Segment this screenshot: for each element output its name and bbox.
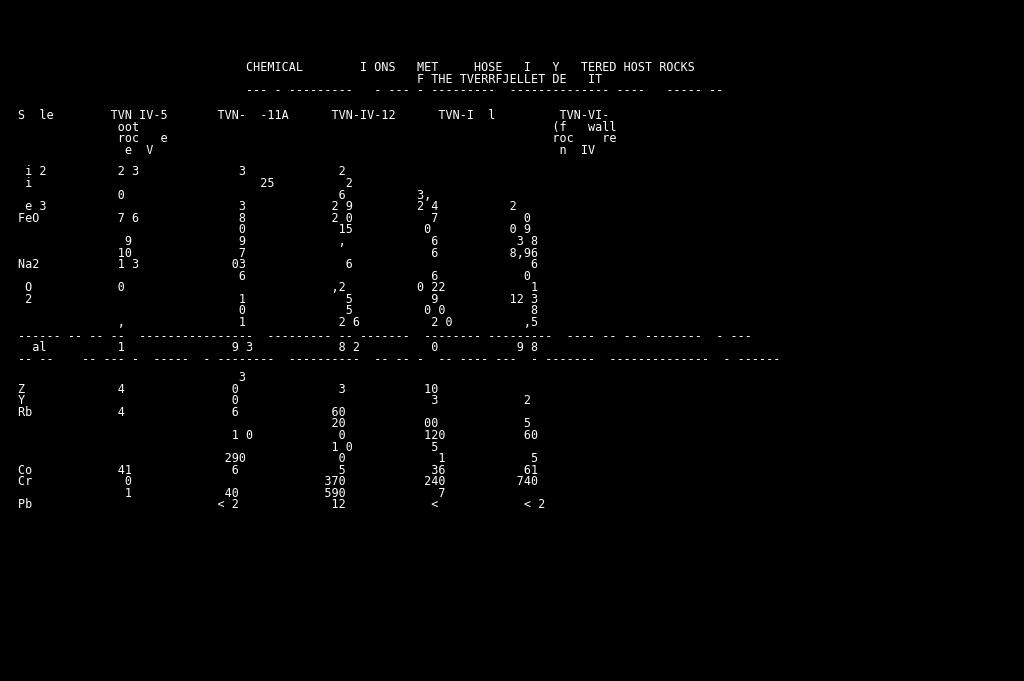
Text: 3: 3 — [18, 371, 247, 384]
Text: Cr             0                           370           240          740: Cr 0 370 240 740 — [18, 475, 539, 488]
Text: 0              5          0 0            8: 0 5 0 0 8 — [18, 304, 539, 317]
Text: --- - ---------   - --- - ---------  -------------- ----   ----- --: --- - --------- - --- - --------- ------… — [246, 84, 723, 97]
Text: e 3                           3            2 9         2 4          2: e 3 3 2 9 2 4 2 — [18, 200, 517, 213]
Text: 10               7                          6          8,96: 10 7 6 8,96 — [18, 247, 539, 259]
Text: 1             40            590             7: 1 40 590 7 — [18, 487, 445, 500]
Text: Co            41              6              5            36           61: Co 41 6 5 36 61 — [18, 464, 539, 477]
Text: 6                          6            0: 6 6 0 — [18, 270, 531, 283]
Text: Pb                          < 2             12            <            < 2: Pb < 2 12 < < 2 — [18, 498, 546, 511]
Text: i 2          2 3              3             2: i 2 2 3 3 2 — [18, 165, 346, 178]
Text: S  le        TVN IV-5       TVN-  -11A      TVN-IV-12      TVN-I  l         TVN-: S le TVN IV-5 TVN- -11A TVN-IV-12 TVN-I … — [18, 109, 610, 122]
Text: 1 0           5: 1 0 5 — [18, 441, 439, 454]
Text: O            0                             ,2          0 22            1: O 0 ,2 0 22 1 — [18, 281, 539, 294]
Text: ,                1             2 6          2 0          ,5: , 1 2 6 2 0 ,5 — [18, 316, 539, 329]
Text: -- --    -- --- -  -----  - --------  ----------  -- -- -  -- ---- ---  - ------: -- -- -- --- - ----- - -------- --------… — [18, 353, 781, 366]
Text: 0                              6          3,: 0 6 3, — [18, 189, 432, 202]
Text: al          1               9 3            8 2          0           9 8: al 1 9 3 8 2 0 9 8 — [18, 341, 539, 354]
Text: Rb            4               6             60: Rb 4 6 60 — [18, 406, 346, 419]
Text: i                                25          2: i 25 2 — [18, 177, 353, 190]
Text: Z             4               0              3           10: Z 4 0 3 10 — [18, 383, 439, 396]
Text: roc   e                                                      roc    re: roc e roc re — [18, 132, 616, 145]
Text: CHEMICAL        I ONS   MET     HOSE   I   Y   TERED HOST ROCKS: CHEMICAL I ONS MET HOSE I Y TERED HOST R… — [246, 61, 694, 74]
Text: e  V                                                         n  IV: e V n IV — [18, 144, 596, 157]
Text: 0             15          0           0 9: 0 15 0 0 9 — [18, 223, 531, 236]
Text: 9               9             ,            6           3 8: 9 9 , 6 3 8 — [18, 235, 539, 248]
Text: FeO           7 6              8            2 0           7            0: FeO 7 6 8 2 0 7 0 — [18, 212, 531, 225]
Text: 1 0            0           120           60: 1 0 0 120 60 — [18, 429, 539, 442]
Text: 2                             1              5           9          12 3: 2 1 5 9 12 3 — [18, 293, 539, 306]
Text: Y                             0                           3            2: Y 0 3 2 — [18, 394, 531, 407]
Text: Na2           1 3             03              6                         6: Na2 1 3 03 6 6 — [18, 258, 539, 271]
Text: 20           00            5: 20 00 5 — [18, 417, 531, 430]
Text: oot                                                          (f   wall: oot (f wall — [18, 121, 616, 133]
Text: ------ -- -- --  ----------------  --------- -- -------  -------- ---------  ---: ------ -- -- -- ---------------- -------… — [18, 330, 753, 343]
Text: F THE TVERRFJELLET DE   IT: F THE TVERRFJELLET DE IT — [246, 73, 602, 86]
Text: 290             0             1            5: 290 0 1 5 — [18, 452, 539, 465]
